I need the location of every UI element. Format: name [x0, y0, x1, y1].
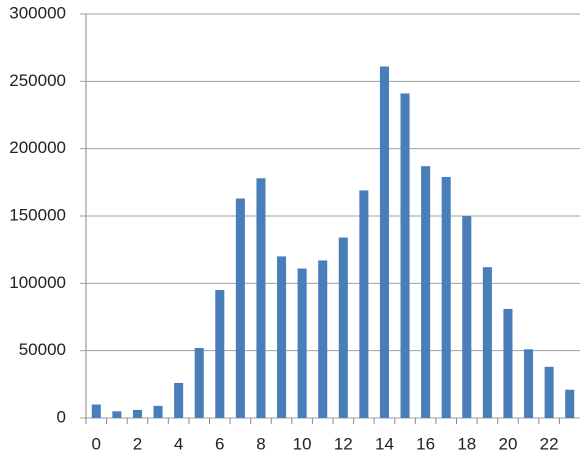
x-tick-label: 4 — [174, 434, 183, 453]
x-tick-label: 22 — [540, 434, 559, 453]
bar — [215, 290, 225, 418]
x-tick-label: 8 — [256, 434, 265, 453]
bar — [503, 308, 513, 418]
x-tick-label: 6 — [215, 434, 224, 453]
bar — [400, 93, 410, 418]
bar — [174, 382, 184, 418]
bar — [338, 237, 348, 418]
x-tick-label: 0 — [92, 434, 101, 453]
bar — [421, 166, 431, 418]
x-tick-label: 10 — [293, 434, 312, 453]
x-tick-label: 18 — [457, 434, 476, 453]
bar — [359, 190, 369, 418]
bar — [112, 411, 122, 418]
bar — [91, 404, 101, 418]
bar — [256, 178, 266, 418]
bar — [153, 405, 163, 418]
bar — [297, 268, 307, 418]
y-tick-label: 300000 — [9, 3, 66, 22]
bar — [524, 349, 534, 418]
bar — [379, 66, 389, 419]
x-tick-label: 2 — [133, 434, 142, 453]
bar — [277, 256, 287, 418]
bar — [544, 366, 554, 418]
x-tick-label: 14 — [375, 434, 394, 453]
x-tick-label: 12 — [334, 434, 353, 453]
y-tick-label: 250000 — [9, 71, 66, 90]
bar — [318, 260, 328, 418]
y-tick-label: 200000 — [9, 138, 66, 157]
bar — [565, 389, 575, 418]
y-tick-label: 150000 — [9, 205, 66, 224]
bar — [462, 216, 472, 418]
y-tick-label: 0 — [57, 407, 66, 426]
bar — [482, 267, 492, 418]
bar — [441, 176, 451, 418]
bar — [194, 347, 204, 418]
y-tick-label: 100000 — [9, 273, 66, 292]
x-tick-label: 16 — [416, 434, 435, 453]
x-tick-label: 20 — [498, 434, 517, 453]
bar — [132, 409, 142, 418]
bar — [235, 198, 245, 418]
y-tick-label: 50000 — [19, 340, 66, 359]
